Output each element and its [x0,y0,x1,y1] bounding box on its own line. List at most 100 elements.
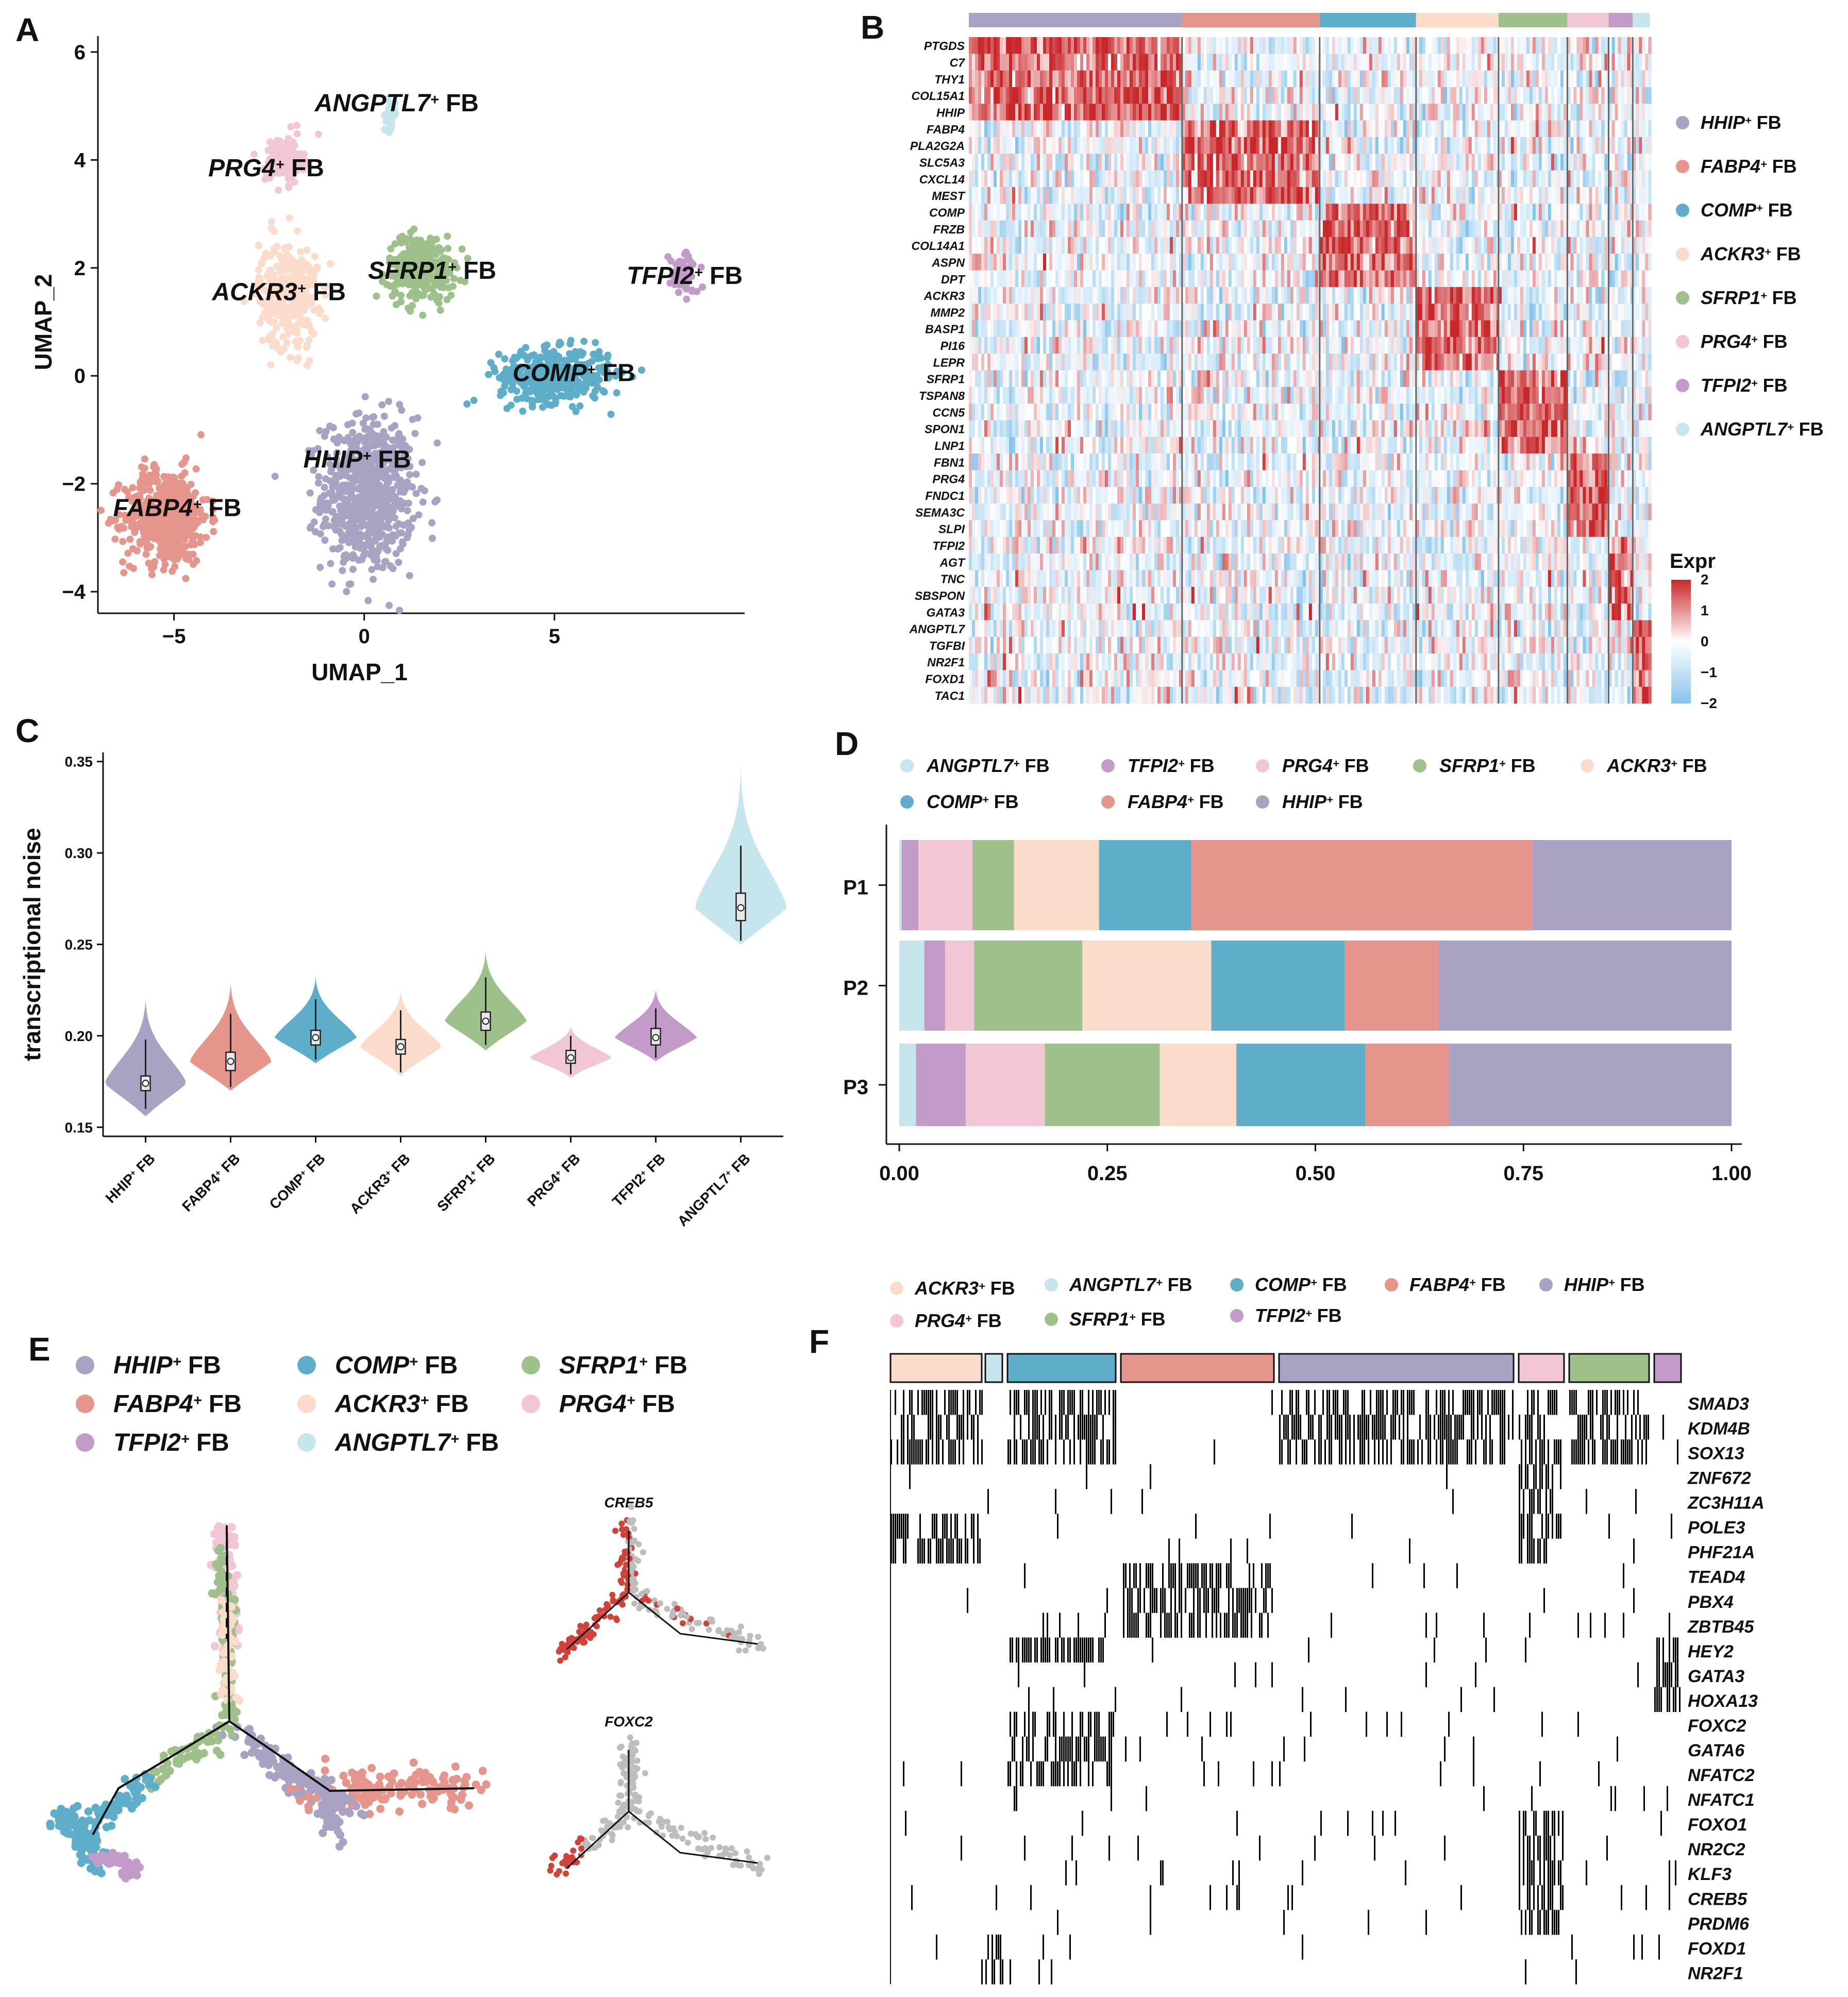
heatmap-cell [1093,37,1096,54]
umap-point-hhip [360,541,368,549]
umap-point-prg4 [293,130,301,138]
heatmap-cell [1240,104,1245,121]
umap-point-hhip [342,551,350,559]
heatmap-cell [1290,137,1294,154]
heatmap-cell [1428,170,1432,188]
heatmap-cell [1164,137,1167,154]
heatmap-cell [1598,54,1602,71]
heatmap-cell [1535,137,1539,154]
heatmap-cell [1453,104,1457,121]
umap-point-comp [587,378,595,385]
heatmap-cell [1052,87,1056,104]
heatmap-cell [1434,204,1438,221]
heatmap-cell [1015,204,1019,221]
heatmap-cell [1501,204,1505,221]
heatmap-cell [1130,170,1133,188]
heatmap-cell [1595,87,1599,104]
heatmap-cell [1332,54,1336,71]
umap-point-comp [529,403,536,411]
umap-y-tick-label: 4 [74,149,86,172]
heatmap-cell [1055,37,1059,54]
heatmap-cell [1375,154,1379,171]
heatmap-cell [1538,137,1542,154]
heatmap-cell [1200,70,1204,88]
heatmap-cell [1551,154,1555,171]
umap-point-ackr3 [293,326,300,333]
heatmap-cell [1256,154,1260,171]
heatmap-cell [1062,104,1065,121]
heatmap-cell [1338,154,1342,171]
heatmap-cell [1422,120,1426,138]
heatmap-cell [1278,37,1282,54]
heatmap-cell [1624,54,1627,71]
heatmap-cell [1299,87,1303,104]
heatmap-cell [1535,204,1539,221]
heatmap-cell [1589,170,1592,188]
heatmap-cell [1074,154,1078,171]
heatmap-cell [1105,120,1108,138]
heatmap-cell [1114,70,1118,88]
heatmap-cell [1176,170,1180,188]
heatmap-cell [1080,137,1084,154]
heatmap-cell [1598,154,1602,171]
heatmap-cell [1099,120,1102,138]
umap-point-hhip [349,555,357,562]
umap-point-fabp4 [170,473,177,481]
heatmap-cell [1191,37,1195,54]
umap-point-hhip [384,523,392,531]
heatmap-cell [1003,54,1006,71]
heatmap-cell [1576,170,1580,188]
heatmap-cell [1015,54,1019,71]
heatmap-cell [1024,137,1028,154]
heatmap-cell [1477,154,1482,171]
heatmap-cell [1384,137,1388,154]
heatmap-cell [984,137,988,154]
heatmap-cell [1557,154,1561,171]
heatmap-cell [975,187,979,204]
heatmap-cell [1548,170,1552,188]
heatmap-cell [1332,37,1336,54]
heatmap-cell [1471,187,1475,204]
heatmap-cell [1197,204,1201,221]
heatmap-cell [1188,54,1192,71]
heatmap-cell [1012,187,1016,204]
heatmap-cell [1080,170,1084,188]
heatmap-cell [1003,120,1006,138]
heatmap-cell [997,170,1000,188]
umap-point-hhip [396,607,403,614]
heatmap-cell [1595,120,1599,138]
heatmap-cell [1639,104,1642,121]
heatmap-cell [1598,137,1602,154]
heatmap-cell [1068,137,1071,154]
heatmap-cell [1443,154,1448,171]
heatmap-cell [1450,54,1454,71]
heatmap-cell [1409,120,1413,138]
heatmap-cell [1231,104,1235,121]
heatmap-cell [1501,187,1505,204]
heatmap-cell [1580,87,1583,104]
heatmap-cell [1554,137,1558,154]
umap-point-hhip [421,487,428,495]
heatmap-cell [1284,87,1288,104]
heatmap-cell [1034,120,1037,138]
heatmap-cell [969,104,972,121]
heatmap-cell [1341,154,1345,171]
heatmap-cell [1099,104,1102,121]
heatmap-cell [1271,54,1275,71]
heatmap-cell [1231,120,1235,138]
heatmap-cell [1406,70,1410,88]
heatmap-cell [1052,120,1056,138]
heatmap-cell [1618,104,1621,121]
heatmap-cell [1028,70,1031,88]
heatmap-cell [1431,104,1435,121]
umap-label-tfpi2-gene: TFPI2 [627,262,694,290]
heatmap-cell [1325,187,1330,204]
heatmap-cell [1453,204,1457,221]
heatmap-cell [1302,104,1306,121]
heatmap-cell [1598,120,1602,138]
heatmap-cell [1105,37,1108,54]
heatmap-cell [1538,170,1542,188]
heatmap-cell [1145,104,1149,121]
heatmap-cell [1437,70,1441,88]
heatmap-cell [1520,70,1524,88]
